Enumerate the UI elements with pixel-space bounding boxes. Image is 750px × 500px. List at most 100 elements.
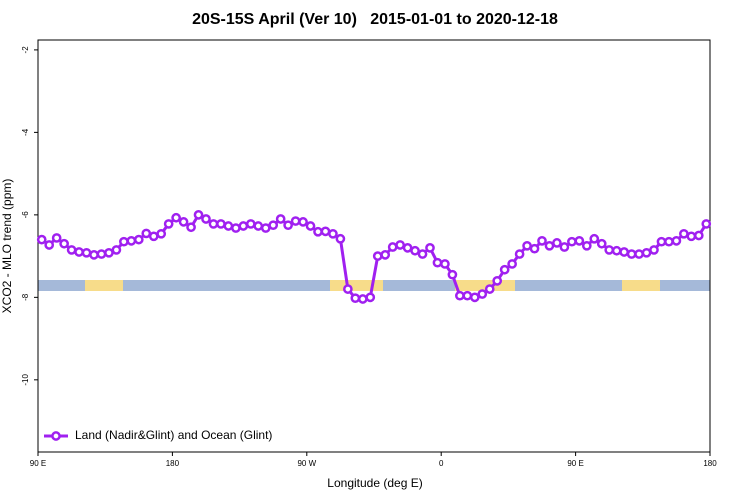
data-point: [671, 235, 682, 246]
data-point: [552, 238, 562, 248]
data-point: [141, 228, 152, 239]
surface-band: [38, 280, 710, 291]
data-point: [447, 269, 458, 280]
y-axis-label: XCO2 - MLO trend (ppm): [0, 179, 14, 314]
data-point: [231, 223, 241, 233]
data-point: [357, 294, 368, 304]
data-point: [425, 243, 435, 253]
data-point: [350, 293, 361, 304]
data-point: [462, 290, 473, 301]
data-point: [559, 242, 570, 252]
data-point: [537, 235, 547, 246]
data-point: [171, 212, 181, 223]
data-point: [514, 249, 525, 259]
data-point: [104, 247, 114, 258]
data-point: [440, 259, 450, 269]
data-point: [178, 217, 189, 227]
data-point: [305, 221, 316, 231]
data-point: [656, 236, 667, 247]
data-point: [395, 240, 405, 250]
data-point: [686, 231, 697, 242]
data-point: [186, 222, 196, 233]
data-point: [335, 233, 346, 244]
land-band: [330, 280, 383, 291]
data-point: [320, 226, 331, 237]
data-point: [365, 292, 376, 303]
data-point: [574, 235, 585, 246]
data-point: [679, 228, 689, 239]
data-point: [567, 236, 577, 247]
x-axis-label: Longitude (deg E): [327, 476, 422, 490]
data-point: [44, 240, 55, 250]
data-point: [432, 257, 443, 268]
data-point: [664, 236, 674, 247]
data-point: [477, 289, 488, 299]
data-point: [492, 275, 503, 286]
data-point: [36, 234, 47, 245]
data-point: [402, 243, 413, 253]
data-point: [313, 226, 323, 237]
data-point: [260, 223, 271, 233]
data-point: [66, 245, 77, 255]
data-point: [59, 238, 69, 249]
data-point: [148, 231, 159, 242]
data-point: [484, 284, 495, 294]
data-point: [641, 247, 652, 258]
data-point: [596, 238, 607, 249]
data-point: [649, 245, 659, 255]
legend-label: Land (Nadir&Glint) and Ocean (Glint): [75, 428, 272, 442]
land-band: [85, 280, 123, 291]
data-point: [96, 249, 107, 259]
data-point: [283, 220, 293, 231]
data-point: [223, 221, 234, 231]
data-point: [604, 245, 615, 255]
data-point: [611, 245, 622, 256]
land-band: [455, 280, 515, 291]
y-tick-label: -2: [21, 46, 30, 54]
data-point: [201, 214, 211, 224]
data-point: [372, 251, 383, 261]
data-point: [74, 247, 84, 257]
data-point: [701, 219, 712, 229]
data-point: [275, 214, 286, 224]
x-tick-label: 90 W: [297, 459, 316, 468]
data-point: [529, 243, 540, 254]
data-point: [619, 247, 629, 257]
data-point: [581, 240, 592, 251]
data-point: [119, 236, 129, 247]
data-point: [634, 249, 644, 259]
y-tick-label: -10: [21, 373, 30, 385]
data-point: [290, 216, 301, 226]
data-point: [544, 240, 555, 251]
data-point: [208, 219, 219, 229]
data-point: [163, 219, 174, 229]
data-point: [410, 245, 420, 256]
legend-marker: [51, 431, 61, 441]
data-point: [133, 234, 144, 245]
data-point: [268, 220, 279, 231]
x-tick-label: 0: [439, 459, 444, 468]
data-point: [693, 230, 704, 241]
data-point: [328, 228, 338, 239]
data-point: [589, 233, 600, 244]
data-point: [216, 219, 226, 229]
y-tick-label: -4: [21, 128, 30, 136]
data-point: [111, 245, 122, 255]
data-point: [126, 235, 137, 246]
data-point: [343, 284, 353, 294]
data-point: [245, 219, 256, 229]
y-tick-label: -6: [21, 211, 30, 219]
land-band: [622, 280, 660, 291]
data-point: [522, 240, 532, 251]
data-point: [253, 221, 264, 231]
data-point: [89, 250, 99, 260]
data-point: [51, 233, 62, 243]
data-point: [156, 228, 167, 239]
data-point: [469, 292, 480, 303]
data-point: [238, 221, 249, 231]
x-tick-label: 180: [166, 459, 180, 468]
data-point: [499, 264, 510, 275]
data-point: [81, 247, 92, 258]
x-tick-label: 180: [703, 459, 717, 468]
